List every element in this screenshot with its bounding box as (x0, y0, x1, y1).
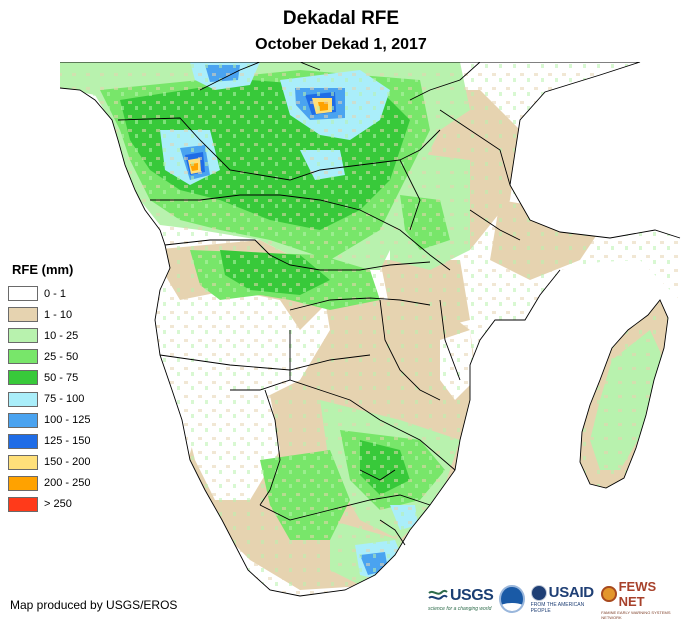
usaid-seal-icon (530, 584, 547, 601)
legend-item: 1 - 10 (8, 304, 90, 325)
legend-swatch (8, 496, 38, 512)
usaid-wordmark: USAID (548, 584, 594, 601)
usgs-logo: USGS science for a changing world (428, 586, 494, 612)
legend-title: RFE (mm) (12, 262, 74, 277)
legend-label: 10 - 25 (44, 329, 79, 342)
legend-label: 25 - 50 (44, 350, 79, 363)
legend-item: 0 - 1 (8, 283, 90, 304)
legend-swatch (8, 475, 38, 491)
noaa-emblem-icon (499, 585, 525, 613)
rainfall-map (60, 62, 681, 597)
map-legend: RFE (mm) 0 - 1 1 - 10 10 - 25 25 - 50 50 - 7… (8, 262, 90, 515)
usgs-wave-icon (428, 589, 448, 600)
usgs-wordmark: USGS (450, 586, 494, 604)
fewsnet-wordmark: FEWS NET (618, 578, 657, 609)
fewsnet-logo: FEWS NET FAMINE EARLY WARNING SYSTEMS NE… (601, 579, 682, 620)
legend-label: 50 - 75 (44, 371, 79, 384)
legend-item: 100 - 125 (8, 410, 90, 431)
map-subtitle: October Dekad 1, 2017 (255, 36, 427, 53)
legend-item: 25 - 50 (8, 346, 90, 367)
legend-label: 1 - 10 (44, 308, 73, 321)
legend-swatch (8, 391, 38, 407)
legend-label: 100 - 125 (44, 414, 91, 427)
usaid-logo: USAID FROM THE AMERICAN PEOPLE (530, 584, 598, 614)
legend-swatch (8, 370, 38, 386)
map-credit: Map produced by USGS/EROS (10, 598, 178, 612)
legend-swatch (8, 349, 38, 365)
legend-item: 125 - 150 (8, 431, 90, 452)
legend-item: 75 - 100 (8, 388, 90, 409)
map-title: Dekadal RFE (282, 8, 400, 29)
legend-swatch (8, 328, 38, 344)
legend-item: 50 - 75 (8, 367, 90, 388)
agency-logos: USGS science for a changing world USAID … (428, 579, 682, 620)
legend-item: 10 - 25 (8, 325, 90, 346)
legend-label: 0 - 1 (44, 287, 67, 300)
legend-swatch (8, 286, 38, 302)
legend-swatch (8, 412, 38, 428)
legend-label: 75 - 100 (44, 393, 85, 406)
legend-item: > 250 (8, 494, 90, 515)
legend-label: > 250 (44, 498, 72, 511)
fewsnet-emblem-icon (601, 585, 617, 602)
legend-label: 125 - 150 (44, 435, 91, 448)
usaid-tagline: FROM THE AMERICAN PEOPLE (530, 602, 585, 614)
fewsnet-tagline: FAMINE EARLY WARNING SYSTEMS NETWORK (601, 609, 671, 620)
legend-swatch (8, 307, 38, 323)
legend-swatch (8, 454, 38, 470)
legend-item: 200 - 250 (8, 473, 90, 494)
legend-label: 200 - 250 (44, 477, 91, 490)
usgs-tagline: science for a changing world (428, 605, 492, 612)
legend-label: 150 - 200 (44, 456, 91, 469)
legend-swatch (8, 433, 38, 449)
legend-item: 150 - 200 (8, 452, 90, 473)
